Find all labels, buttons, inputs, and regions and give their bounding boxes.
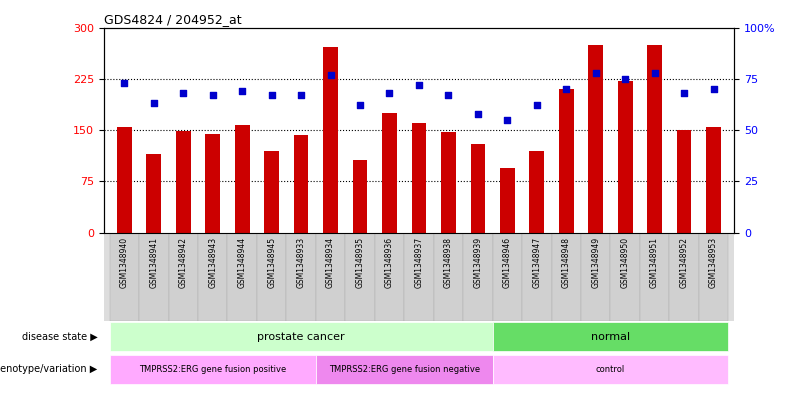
Point [383,90,396,96]
Text: GSM1348944: GSM1348944 [238,237,247,288]
Bar [323,47,338,233]
Text: normal: normal [591,332,630,342]
Point [648,70,661,76]
Bar [168,233,198,321]
Bar [670,233,699,321]
Bar [640,233,670,321]
Bar [492,354,729,384]
Bar [176,132,191,233]
Bar [316,233,346,321]
Bar [109,322,492,351]
Text: GSM1348948: GSM1348948 [562,237,571,288]
Text: disease state ▶: disease state ▶ [22,332,97,342]
Bar [375,233,405,321]
Bar [471,144,485,233]
Point [531,102,543,108]
Point [678,90,690,96]
Bar [235,125,250,233]
Bar [618,81,633,233]
Text: GSM1348938: GSM1348938 [444,237,453,288]
Bar [264,151,279,233]
Text: GSM1348940: GSM1348940 [120,237,128,288]
Point [589,70,602,76]
Point [148,100,160,107]
Text: TMPRSS2:ERG gene fusion negative: TMPRSS2:ERG gene fusion negative [329,365,480,373]
Text: GSM1348951: GSM1348951 [650,237,659,288]
Bar [382,113,397,233]
Text: GSM1348953: GSM1348953 [709,237,718,288]
Text: GSM1348949: GSM1348949 [591,237,600,288]
Text: GSM1348941: GSM1348941 [149,237,158,288]
Bar [699,233,729,321]
Bar [492,233,522,321]
Text: TMPRSS2:ERG gene fusion positive: TMPRSS2:ERG gene fusion positive [139,365,286,373]
Text: control: control [596,365,625,373]
Bar [227,233,257,321]
Point [177,90,190,96]
Bar [500,168,515,233]
Point [707,86,720,92]
Text: GSM1348942: GSM1348942 [179,237,188,288]
Point [324,72,337,78]
Bar [286,233,316,321]
Bar [529,151,544,233]
Bar [109,354,316,384]
Bar [405,233,433,321]
Bar [117,127,132,233]
Bar [559,89,574,233]
Text: GDS4824 / 204952_at: GDS4824 / 204952_at [104,13,241,26]
Point [118,80,131,86]
Text: GSM1348934: GSM1348934 [326,237,335,288]
Point [560,86,573,92]
Bar [147,154,161,233]
Bar [706,127,721,233]
Text: prostate cancer: prostate cancer [257,332,345,342]
Text: GSM1348950: GSM1348950 [621,237,630,288]
Bar [433,233,463,321]
Point [294,92,307,98]
Text: GSM1348933: GSM1348933 [297,237,306,288]
Bar [353,160,367,233]
Text: GSM1348952: GSM1348952 [680,237,689,288]
Point [265,92,278,98]
Bar [463,233,492,321]
Point [354,102,366,108]
Bar [492,322,729,351]
Bar [139,233,168,321]
Bar [610,233,640,321]
Text: GSM1348936: GSM1348936 [385,237,394,288]
Bar [346,233,375,321]
Bar [257,233,286,321]
Text: GSM1348947: GSM1348947 [532,237,541,288]
Bar [522,233,551,321]
Text: GSM1348937: GSM1348937 [414,237,424,288]
Point [207,92,219,98]
Text: genotype/variation ▶: genotype/variation ▶ [0,364,97,374]
Text: GSM1348945: GSM1348945 [267,237,276,288]
Text: GSM1348946: GSM1348946 [503,237,512,288]
Bar [677,130,691,233]
Text: GSM1348943: GSM1348943 [208,237,217,288]
Bar [551,233,581,321]
Bar [588,45,603,233]
Bar [441,132,456,233]
Point [442,92,455,98]
Bar [205,134,220,233]
Bar [198,233,227,321]
Text: GSM1348939: GSM1348939 [473,237,482,288]
Bar [647,45,662,233]
Bar [412,123,426,233]
Point [501,117,514,123]
Point [618,76,631,82]
Point [413,82,425,88]
Bar [316,354,492,384]
Text: GSM1348935: GSM1348935 [356,237,365,288]
Bar [109,233,139,321]
Point [472,110,484,117]
Bar [581,233,610,321]
Point [236,88,249,94]
Bar [294,135,309,233]
